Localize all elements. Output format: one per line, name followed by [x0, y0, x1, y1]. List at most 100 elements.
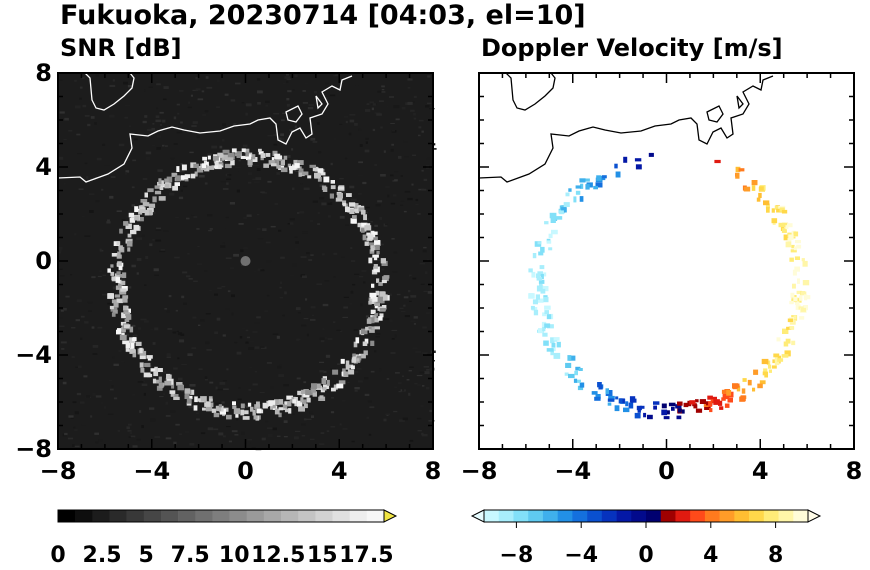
snr-noise-speck	[204, 341, 210, 345]
doppler-echo-pixel	[794, 266, 800, 272]
x-tick-label: −4	[133, 457, 170, 485]
snr-noise-speck	[303, 418, 307, 421]
snr-noise-speck	[191, 347, 197, 349]
snr-echo-pixel	[114, 273, 121, 278]
snr-noise-speck	[394, 179, 398, 182]
snr-noise-speck	[190, 94, 193, 97]
snr-noise-speck	[141, 383, 148, 387]
snr-noise-speck	[394, 171, 399, 173]
snr-noise-speck	[416, 417, 422, 420]
doppler-echo-pixel	[540, 246, 545, 253]
snr-echo-pixel	[326, 379, 330, 386]
snr-noise-speck	[389, 312, 395, 315]
snr-noise-speck	[389, 319, 393, 323]
snr-noise-speck	[327, 338, 333, 340]
snr-echo-pixel	[381, 305, 387, 310]
snr-noise-speck	[222, 435, 226, 438]
snr-noise-speck	[60, 274, 65, 277]
snr-noise-speck	[176, 103, 180, 106]
snr-noise-speck	[359, 276, 364, 278]
snr-noise-speck	[188, 406, 194, 409]
doppler-echo-pixel	[689, 400, 696, 405]
doppler-echo-pixel	[796, 244, 802, 249]
doppler-echo-pixel	[776, 208, 783, 213]
doppler-echo-pixel	[794, 256, 800, 260]
snr-echo-pixel	[187, 395, 193, 400]
snr-noise-speck	[242, 144, 248, 148]
snr-colorbar-tick-label: 12.5	[251, 543, 305, 568]
doppler-echo-pixel	[699, 399, 706, 404]
snr-noise-speck	[68, 415, 74, 418]
snr-noise-speck	[253, 321, 260, 325]
snr-noise-speck	[400, 199, 405, 202]
snr-echo-pixel	[190, 389, 195, 395]
doppler-echo-pixel	[714, 159, 721, 164]
snr-noise-speck	[256, 168, 261, 171]
snr-echo-pixel	[114, 294, 120, 298]
doppler-echo-pixel	[533, 309, 539, 316]
snr-noise-speck	[178, 196, 184, 200]
snr-noise-speck	[352, 283, 356, 286]
snr-noise-speck	[162, 119, 166, 123]
snr-noise-speck	[270, 225, 276, 228]
snr-noise-speck	[280, 256, 285, 259]
snr-noise-speck	[392, 271, 398, 273]
snr-echo-pixel	[202, 156, 207, 161]
snr-echo-pixel	[207, 155, 211, 160]
snr-noise-speck	[204, 379, 209, 381]
snr-echo-pixel	[312, 391, 317, 397]
doppler-echo-pixel	[719, 406, 724, 410]
snr-noise-speck	[380, 91, 386, 93]
doppler-echo-pixel	[625, 401, 629, 407]
snr-noise-speck	[83, 375, 88, 378]
snr-echo-pixel	[350, 218, 357, 224]
snr-noise-speck	[393, 105, 400, 109]
snr-noise-speck	[332, 73, 336, 76]
snr-noise-speck	[102, 143, 106, 146]
snr-noise-speck	[221, 164, 227, 166]
snr-echo-pixel	[284, 408, 289, 413]
doppler-echo-pixel	[735, 172, 740, 179]
snr-noise-speck	[285, 74, 289, 76]
snr-echo-pixel	[204, 166, 210, 172]
snr-noise-speck	[419, 371, 425, 374]
snr-noise-speck	[422, 433, 428, 437]
snr-noise-speck	[366, 416, 369, 419]
snr-noise-speck	[326, 430, 330, 432]
doppler-echo-pixel	[703, 403, 709, 407]
doppler-echo-pixel	[542, 286, 549, 292]
snr-echo-pixel	[287, 163, 291, 168]
doppler-echo-pixel	[789, 257, 794, 262]
snr-noise-speck	[272, 333, 279, 335]
snr-echo-pixel	[323, 176, 330, 183]
snr-echo-pixel	[126, 241, 133, 247]
snr-noise-speck	[342, 428, 348, 430]
snr-noise-speck	[387, 194, 390, 198]
doppler-echo-ring	[528, 152, 811, 420]
snr-noise-speck	[235, 82, 241, 85]
snr-noise-speck	[233, 253, 239, 257]
snr-echo-pixel	[116, 241, 121, 246]
snr-echo-pixel	[375, 244, 380, 251]
doppler-echo-pixel	[795, 301, 800, 305]
snr-noise-speck	[296, 338, 301, 341]
doppler-echo-pixel	[653, 401, 660, 405]
doppler-echo-pixel	[791, 244, 795, 249]
doppler-echo-pixel	[790, 249, 797, 253]
snr-echo-pixel	[298, 406, 305, 412]
snr-noise-speck	[200, 318, 205, 322]
snr-noise-speck	[165, 415, 171, 417]
snr-noise-speck	[390, 148, 394, 152]
snr-panel-title: SNR [dB]	[60, 34, 182, 62]
snr-echo-pixel	[159, 186, 164, 190]
snr-echo-pixel	[235, 151, 242, 155]
doppler-echo-pixel	[598, 384, 603, 390]
snr-noise-speck	[381, 89, 385, 91]
snr-noise-speck	[238, 223, 244, 225]
snr-noise-speck	[287, 155, 291, 158]
snr-echo-pixel	[369, 329, 375, 333]
snr-noise-speck	[79, 86, 83, 89]
doppler-echo-pixel	[801, 258, 805, 262]
snr-noise-speck	[354, 387, 360, 390]
snr-echo-pixel	[345, 206, 350, 213]
